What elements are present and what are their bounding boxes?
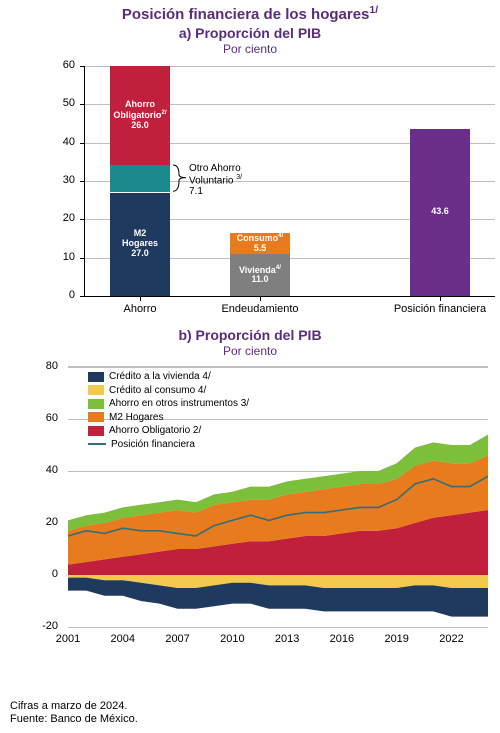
bar-seg-consumo: Consumo4/5.5 — [230, 233, 290, 254]
legend-swatch — [88, 372, 104, 382]
legend-item: Ahorro Obligatorio 2/ — [88, 424, 249, 438]
bar-seg-obligatorio: AhorroObligatorio2/26.0 — [110, 66, 170, 166]
chart-a-ytick — [80, 104, 85, 105]
chart-a-ylabel: 40 — [63, 136, 79, 148]
chart-b-ylabel: 40 — [46, 464, 62, 476]
chart-b-ylabel: 20 — [46, 516, 62, 528]
legend-item: Ahorro en otros instrumentos 3/ — [88, 397, 249, 411]
chart-a-xlabel: Ahorro — [123, 303, 156, 315]
bar-seg-otro — [110, 165, 170, 192]
footnote: Cifras a marzo de 2024. Fuente: Banco de… — [10, 700, 138, 728]
footnote-source: Fuente: Banco de México. — [10, 713, 138, 727]
chart-a-ytick — [80, 296, 85, 297]
chart-a-subtitle: Por ciento — [0, 42, 500, 56]
chart-a-title: a) Proporción del PIB — [0, 25, 500, 41]
chart-a-ylabel: 20 — [63, 212, 79, 224]
chart-b-legend: Crédito a la vivienda 4/Crédito al consu… — [88, 370, 249, 451]
chart-a-ylabel: 0 — [69, 289, 79, 301]
chart-a-ylabel: 50 — [63, 97, 79, 109]
chart-a-xlabel: Endeudamiento — [221, 303, 298, 315]
legend-label: M2 Hogares — [109, 411, 163, 425]
main-title-text: Posición financiera de los hogares — [122, 6, 370, 23]
chart-a-ytick — [80, 181, 85, 182]
chart-a-xtick — [440, 296, 441, 301]
chart-b-title: b) Proporción del PIB — [0, 327, 500, 343]
legend-label: Posición financiera — [111, 438, 195, 452]
chart-b-xlabel: 2016 — [330, 633, 354, 645]
chart-a-ylabel: 60 — [63, 59, 79, 71]
chart-b-xlabel: 2007 — [165, 633, 189, 645]
legend-label: Crédito a la vivienda 4/ — [109, 370, 211, 384]
chart-b-xlabel: 2010 — [220, 633, 244, 645]
chart-b-ylabel: -20 — [42, 620, 62, 632]
otro-ahorro-annotation: Otro AhorroVoluntario 3/7.1 — [189, 163, 242, 197]
brace-icon — [172, 164, 188, 193]
chart-a-ytick — [80, 258, 85, 259]
chart-b-ylabel: 80 — [46, 360, 62, 372]
chart-a-xtick — [260, 296, 261, 301]
chart-b-gridline — [68, 627, 488, 628]
bar-seg-m2: M2Hogares27.0 — [110, 193, 170, 297]
chart-b-xlabel: 2019 — [384, 633, 408, 645]
legend-swatch — [88, 426, 104, 436]
chart-b-xlabel: 2001 — [56, 633, 80, 645]
legend-item: M2 Hogares — [88, 411, 249, 425]
legend-label: Crédito al consumo 4/ — [109, 384, 206, 398]
legend-swatch — [88, 399, 104, 409]
chart-a-ylabel: 30 — [63, 174, 79, 186]
chart-b-subtitle: Por ciento — [0, 344, 500, 358]
main-title-sup: 1/ — [369, 4, 378, 16]
bar-seg-posicion: 43.6 — [410, 129, 470, 296]
chart-a-ylabel: 10 — [63, 251, 79, 263]
main-title: Posición financiera de los hogares1/ — [0, 4, 500, 23]
chart-a-ytick — [80, 219, 85, 220]
legend-label: Ahorro Obligatorio 2/ — [109, 424, 201, 438]
legend-swatch-line — [88, 443, 106, 445]
legend-item: Posición financiera — [88, 438, 249, 452]
footnote-date: Cifras a marzo de 2024. — [10, 700, 138, 714]
chart-a-ytick — [80, 143, 85, 144]
legend-swatch — [88, 412, 104, 422]
chart-a: 0 10 20 30 40 50 60 M2Hogares27.0 AhorroObligato… — [62, 60, 500, 325]
legend-item: Crédito a la vivienda 4/ — [88, 370, 249, 384]
legend-label: Ahorro en otros instrumentos 3/ — [109, 397, 249, 411]
chart-a-xlabel: Posición financiera — [394, 303, 486, 315]
legend-swatch — [88, 385, 104, 395]
chart-a-plot: 0102030405060M2Hogares27.0AhorroObligato… — [84, 66, 495, 297]
bar-seg-vivienda: Vivienda4/11.0 — [230, 254, 290, 296]
chart-a-xtick — [140, 296, 141, 301]
chart-b-ylabel: 60 — [46, 412, 62, 424]
chart-b-ylabel: 0 — [52, 568, 62, 580]
chart-b-xlabel: 2013 — [275, 633, 299, 645]
legend-item: Crédito al consumo 4/ — [88, 384, 249, 398]
chart-b: -20 0 20 40 60 80 2001 2004 2007 2010 2013 2016 2019… — [40, 360, 500, 660]
chart-a-ytick — [80, 66, 85, 67]
chart-b-xlabel: 2022 — [439, 633, 463, 645]
chart-b-xlabel: 2004 — [111, 633, 135, 645]
